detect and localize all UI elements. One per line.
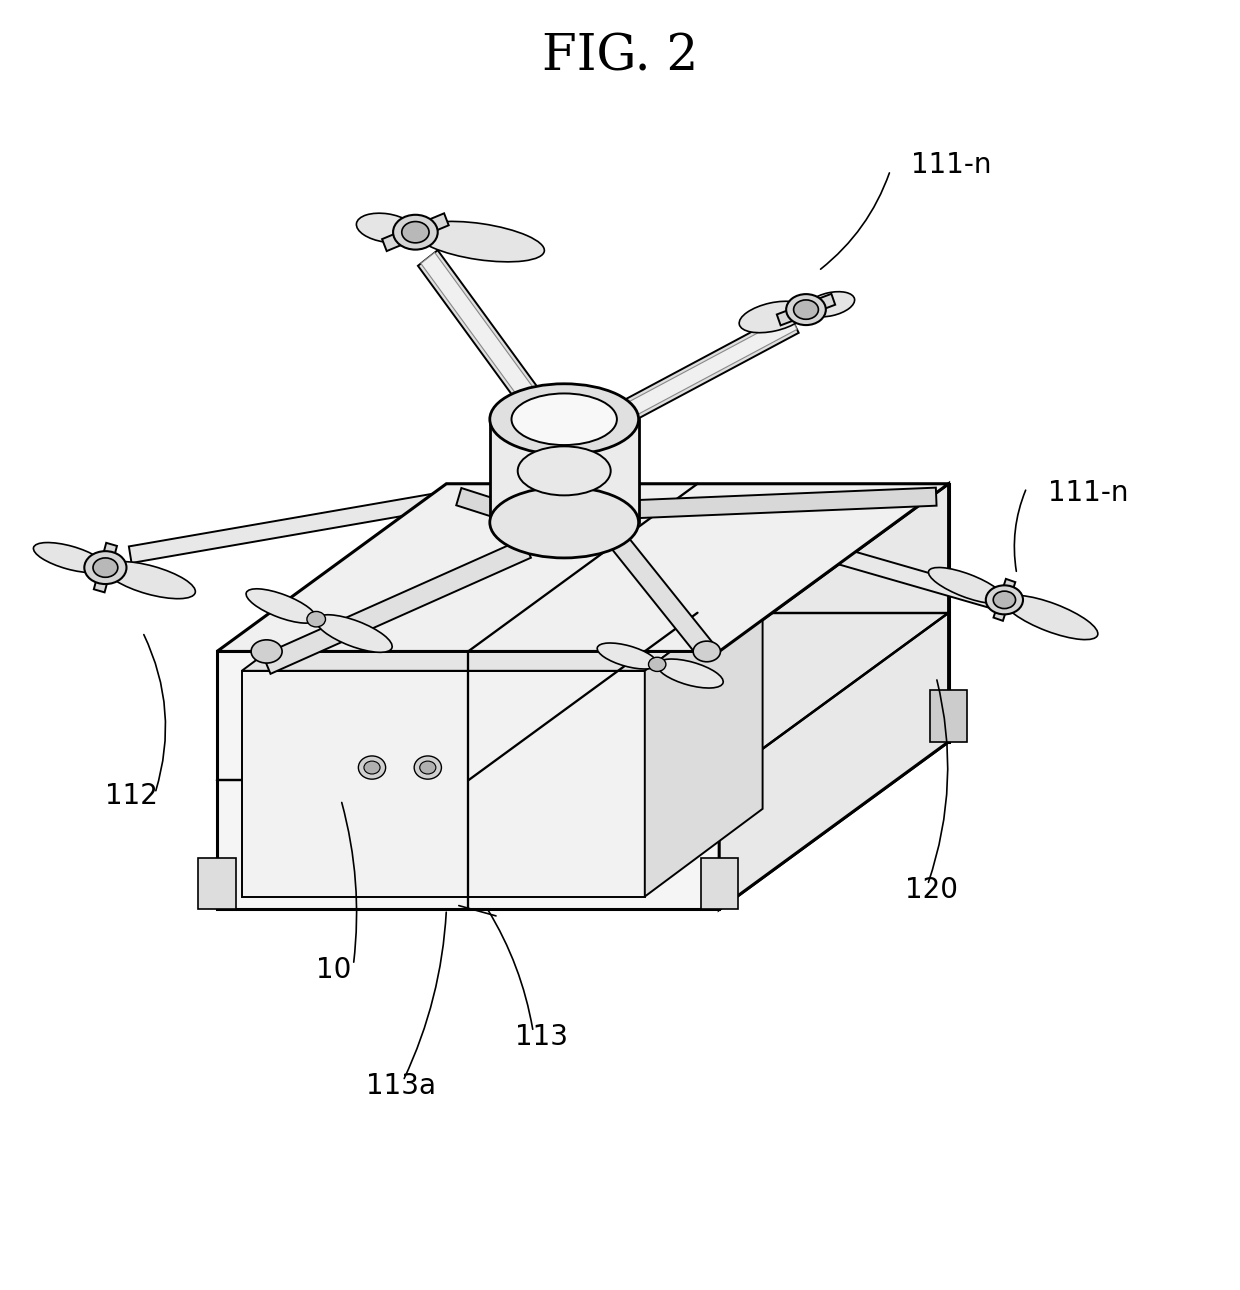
- Ellipse shape: [84, 551, 126, 584]
- Text: 120: 120: [905, 876, 959, 904]
- Ellipse shape: [358, 756, 386, 779]
- Polygon shape: [446, 484, 949, 742]
- Polygon shape: [560, 316, 797, 452]
- Ellipse shape: [518, 446, 611, 495]
- Polygon shape: [645, 583, 763, 897]
- Ellipse shape: [1004, 596, 1097, 640]
- Ellipse shape: [598, 642, 657, 670]
- Ellipse shape: [365, 761, 379, 774]
- Polygon shape: [456, 488, 542, 531]
- Polygon shape: [776, 294, 836, 325]
- Polygon shape: [242, 671, 645, 897]
- Polygon shape: [418, 250, 574, 453]
- Polygon shape: [217, 742, 949, 909]
- Ellipse shape: [356, 213, 415, 243]
- Ellipse shape: [806, 292, 854, 317]
- Ellipse shape: [419, 761, 436, 774]
- Ellipse shape: [986, 586, 1023, 614]
- Text: 112: 112: [105, 782, 159, 810]
- Polygon shape: [993, 579, 1016, 620]
- Ellipse shape: [649, 658, 666, 671]
- Ellipse shape: [693, 641, 720, 662]
- Ellipse shape: [657, 659, 723, 688]
- Ellipse shape: [993, 591, 1016, 609]
- Polygon shape: [490, 419, 639, 522]
- Ellipse shape: [415, 222, 544, 262]
- Polygon shape: [263, 539, 531, 673]
- Ellipse shape: [393, 215, 438, 250]
- Polygon shape: [559, 312, 799, 455]
- Text: 10: 10: [316, 956, 352, 984]
- Ellipse shape: [490, 488, 639, 559]
- Polygon shape: [930, 690, 967, 742]
- Ellipse shape: [794, 301, 818, 319]
- Ellipse shape: [402, 222, 429, 243]
- Polygon shape: [382, 213, 449, 252]
- Polygon shape: [701, 858, 738, 909]
- Polygon shape: [217, 484, 949, 651]
- Polygon shape: [719, 484, 949, 909]
- Ellipse shape: [929, 568, 1004, 604]
- Ellipse shape: [512, 393, 618, 445]
- Ellipse shape: [739, 302, 806, 333]
- Text: 111-n: 111-n: [1048, 479, 1128, 507]
- Polygon shape: [606, 529, 714, 658]
- Ellipse shape: [414, 756, 441, 779]
- Ellipse shape: [105, 561, 196, 599]
- Polygon shape: [217, 651, 719, 909]
- Text: 113a: 113a: [366, 1072, 435, 1100]
- Polygon shape: [626, 488, 936, 519]
- Ellipse shape: [316, 615, 392, 653]
- Polygon shape: [587, 476, 994, 608]
- Ellipse shape: [786, 294, 826, 325]
- Polygon shape: [94, 543, 117, 592]
- Ellipse shape: [250, 640, 283, 663]
- Ellipse shape: [490, 383, 639, 454]
- Polygon shape: [129, 476, 541, 562]
- Ellipse shape: [93, 557, 118, 577]
- Text: 113: 113: [515, 1023, 568, 1051]
- Ellipse shape: [306, 611, 325, 627]
- Ellipse shape: [246, 588, 316, 623]
- Text: FIG. 2: FIG. 2: [542, 32, 698, 81]
- Polygon shape: [420, 253, 572, 450]
- Polygon shape: [198, 858, 236, 909]
- Ellipse shape: [33, 543, 105, 573]
- Text: 111-n: 111-n: [911, 151, 992, 179]
- Polygon shape: [242, 583, 763, 671]
